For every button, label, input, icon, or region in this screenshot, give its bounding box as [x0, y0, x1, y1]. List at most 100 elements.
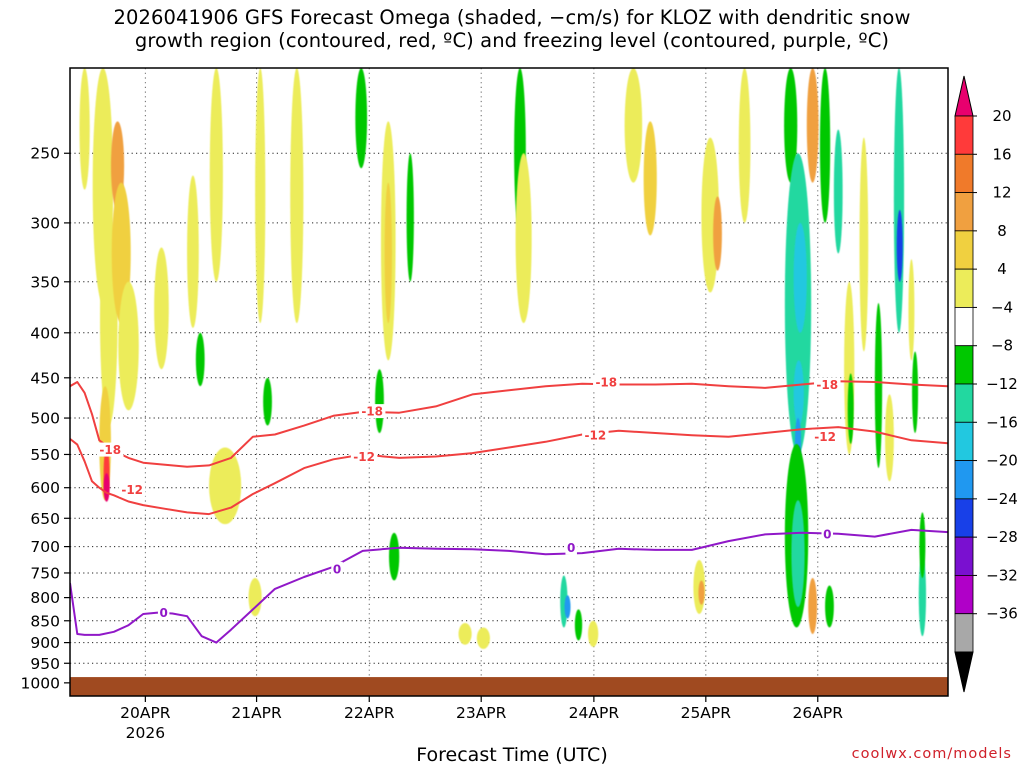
omega-shade-50 — [825, 585, 834, 628]
watermark: coolwx.com/models — [851, 746, 1012, 762]
colorbar-label-6: −8 — [991, 337, 1013, 355]
omega-shade-42 — [793, 360, 804, 426]
colorbar-label-4: 4 — [997, 260, 1007, 278]
contour-label-bg-3 — [350, 449, 378, 464]
y-tick-label-500: 500 — [30, 410, 60, 428]
contour-label-bg-10 — [565, 540, 577, 555]
omega-shade-8 — [118, 281, 139, 411]
colorbar-label-8: −16 — [986, 413, 1018, 431]
colorbar-swatch-10 — [954, 498, 974, 538]
omega-shade-53 — [847, 373, 854, 444]
contour-label-bg-1 — [118, 482, 146, 497]
colorbar-swatch-12 — [954, 575, 974, 615]
colorbar-label-12: −32 — [986, 566, 1018, 584]
omega-shade-51 — [833, 129, 843, 254]
contour-label-7: -12 — [814, 430, 836, 444]
colorbar-label-2: 12 — [992, 184, 1011, 202]
x-axis: 20APR 2026 21APR 22APR 23APR 24APR 25APR 26APR — [120, 696, 843, 742]
y-tick-label-250: 250 — [30, 145, 60, 163]
contour-label-bg-0 — [96, 442, 124, 457]
x-tick-label-26APR: 26APR — [793, 704, 844, 722]
y-tick-label-650: 650 — [30, 510, 60, 528]
chart-title: 2026041906 GFS Forecast Omega (shaded, −… — [0, 6, 1024, 52]
omega-shade-62 — [919, 512, 926, 579]
omega-shade-54 — [859, 137, 869, 352]
y-tick-label-700: 700 — [30, 538, 60, 556]
contour-label-bg-7 — [811, 429, 839, 444]
x-tick-label-21APR: 21APR — [231, 704, 282, 722]
contour-label-11: 0 — [823, 527, 831, 541]
omega-shade-29 — [564, 595, 571, 619]
omega-shade-18 — [355, 68, 368, 169]
colorbar-label-11: −28 — [986, 528, 1018, 546]
contour-label-9: 0 — [333, 562, 341, 576]
omega-shade-57 — [893, 68, 905, 333]
omega-shade-61 — [918, 554, 927, 637]
contour-label-0: -18 — [99, 443, 121, 457]
colorbar-swatch-4 — [954, 268, 974, 308]
y-tick-label-400: 400 — [30, 324, 60, 342]
omega-shade-31 — [588, 620, 599, 647]
omega-shade-56 — [885, 394, 894, 482]
omega-shade-13 — [209, 447, 242, 525]
colorbar-bottom-arrow — [954, 651, 974, 693]
contour-label-6: -18 — [816, 378, 838, 392]
y-tick-label-300: 300 — [30, 214, 60, 232]
omega-shade-11 — [195, 332, 205, 387]
colorbar-swatch-13 — [954, 613, 974, 653]
colorbar-label-9: −20 — [986, 452, 1018, 470]
contour-line-2 — [70, 528, 948, 644]
contour-label-10: 0 — [567, 541, 575, 555]
omega-shade-48 — [806, 68, 819, 183]
y-tick-label-800: 800 — [30, 589, 60, 607]
omega-shade-23 — [406, 153, 414, 282]
chart-title-line-2: growth region (contoured, red, ºC) and f… — [134, 29, 890, 52]
colorbar-swatch-5 — [954, 307, 974, 347]
x-tick-label-23APR: 23APR — [456, 704, 507, 722]
omega-shade-25 — [476, 627, 490, 649]
x-tick-label-22APR: 22APR — [344, 704, 395, 722]
omega-shade-9 — [154, 247, 169, 370]
omega-shade-55 — [874, 303, 883, 469]
colorbar-swatch-11 — [954, 536, 974, 576]
colorbar-swatch-8 — [954, 421, 974, 461]
colorbar-swatch-2 — [954, 192, 974, 232]
colorbar-swatch-1 — [954, 153, 974, 193]
y-tick-label-750: 750 — [30, 564, 60, 582]
omega-shade-58 — [896, 209, 903, 282]
omega-shade-59 — [908, 259, 915, 361]
contour-label-8: 0 — [159, 606, 167, 620]
omega-shading — [79, 68, 927, 649]
omega-shade-22 — [375, 369, 384, 434]
omega-shade-14 — [248, 578, 262, 617]
omega-shade-46 — [791, 500, 805, 608]
colorbar-label-7: −12 — [986, 375, 1018, 393]
contour-label-bg-2 — [358, 404, 386, 419]
x-tick-label-25APR: 25APR — [681, 704, 732, 722]
omega-shade-39 — [784, 68, 798, 183]
plot-frame — [69, 67, 949, 697]
omega-shade-41 — [793, 222, 807, 333]
chart-title-line-1: 2026041906 GFS Forecast Omega (shaded, −… — [113, 6, 911, 29]
omega-shade-30 — [574, 609, 583, 641]
omega-shade-27 — [515, 153, 532, 324]
colorbar-swatch-6 — [954, 345, 974, 385]
contour-label-bg-6 — [814, 377, 841, 392]
contour-labels: -18 -12 -18 -12 -18 -12 -18 -12 0 0 0 0 — [96, 375, 841, 620]
colorbar-swatch-0 — [954, 115, 974, 155]
colorbar-label-5: −4 — [991, 298, 1013, 316]
contour-line-1 — [70, 426, 948, 516]
contour-label-bg-11 — [821, 526, 834, 541]
omega-shade-38 — [738, 68, 751, 223]
y-tick-label-350: 350 — [30, 273, 60, 291]
omega-shade-16 — [263, 377, 272, 426]
contour-label-bg-8 — [157, 605, 170, 620]
x-tick-sublabel-20APR: 2026 — [126, 724, 165, 742]
y-tick-label-1000: 1000 — [21, 674, 60, 692]
contour-label-2: -18 — [361, 405, 383, 419]
omega-shade-24 — [458, 623, 472, 645]
omega-shade-32 — [624, 68, 643, 183]
colorbar-label-0: 20 — [992, 107, 1011, 125]
y-axis: 250 300 350 400 450 500 550 600 650 700 750 800 850 9… — [21, 145, 70, 692]
